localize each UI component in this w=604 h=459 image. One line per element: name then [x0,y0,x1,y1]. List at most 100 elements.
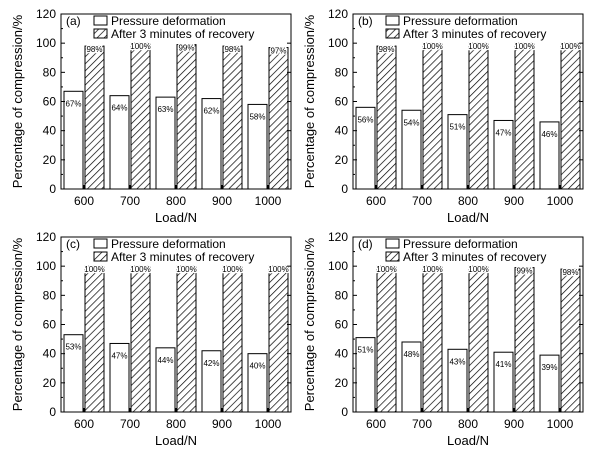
data-label: 51% [357,346,373,355]
plot-frame [352,236,584,413]
data-label: 100% [268,265,288,274]
legend-label-pressure: Pressure deformation [111,237,226,251]
bar-recovery [268,265,289,413]
x-tick-label: 700 [412,417,432,431]
legend-swatch-recovery [385,28,400,39]
data-label: 47% [111,351,127,360]
legend-label-recovery: After 3 minutes of recovery [111,250,254,264]
data-label: 56% [357,115,373,124]
chart-panel-2: 56%98%60054%100%70051%100%80047%100%9004… [302,7,584,225]
bar-recovery [468,42,489,190]
data-label: 67% [65,99,81,108]
y-tick-label: 20 [43,153,57,167]
x-tick-label: 600 [366,194,386,208]
x-tick-label: 800 [166,194,186,208]
data-label: 98% [86,45,102,54]
y-tick-label: 120 [328,7,348,21]
y-tick-label: 100 [36,259,56,273]
bar-recovery [222,265,243,413]
bar-recovery [560,42,581,190]
bar-recovery [84,45,105,190]
data-label: 53% [65,343,81,352]
data-label: 46% [541,130,557,139]
legend-label-pressure: Pressure deformation [111,14,226,28]
x-axis-label: Load/N [447,210,489,225]
y-tick-label: 20 [43,376,57,390]
x-tick-label: 800 [166,417,186,431]
bar-recovery [268,47,289,190]
data-label: 47% [495,128,511,137]
bar-recovery [514,267,535,413]
data-label: 100% [468,265,488,274]
data-label: 100% [222,265,242,274]
bar-recovery [422,42,443,190]
bar-recovery [468,265,489,413]
x-tick-label: 900 [504,194,524,208]
x-tick-label: 900 [212,194,232,208]
y-tick-label: 100 [328,259,348,273]
plot-frame [60,236,292,413]
y-tick-label: 80 [335,65,349,79]
panel-label: (c) [66,237,80,251]
x-tick-label: 600 [74,417,94,431]
y-axis-label: Percentage of compression/% [302,14,317,188]
x-axis-label: Load/N [155,210,197,225]
plot-frame [60,13,292,190]
data-label: 64% [111,104,127,113]
legend-label-pressure: Pressure deformation [403,237,518,251]
bar-recovery [560,268,581,413]
bar-recovery [176,265,197,413]
panel-label: (a) [66,14,81,28]
y-tick-label: 0 [49,182,56,196]
x-tick-label: 600 [366,417,386,431]
data-label: 40% [249,362,265,371]
y-tick-label: 40 [43,124,57,138]
chart-panel-4: 51%100%60048%100%70043%100%80041%99%9003… [302,230,584,448]
data-label: 98% [378,45,394,54]
data-label: 99% [516,267,532,276]
y-tick-label: 60 [43,95,57,109]
y-tick-label: 40 [335,347,349,361]
x-tick-label: 700 [120,417,140,431]
plot-frame [352,13,584,190]
x-tick-label: 1000 [547,417,574,431]
data-label: 98% [224,45,240,54]
data-label: 100% [376,265,396,274]
x-axis-label: Load/N [155,433,197,448]
legend-swatch-recovery [93,251,108,262]
x-tick-label: 900 [504,417,524,431]
bar-recovery [176,44,197,190]
bar-recovery [130,265,151,413]
bar-recovery [514,42,535,190]
y-axis-label: Percentage of compression/% [302,237,317,411]
x-tick-label: 600 [74,194,94,208]
x-tick-label: 800 [458,194,478,208]
y-tick-label: 120 [328,230,348,244]
x-axis-label: Load/N [447,433,489,448]
data-label: 100% [468,42,488,51]
y-tick-label: 20 [335,376,349,390]
data-label: 54% [403,118,419,127]
data-label: 62% [203,107,219,116]
y-tick-label: 60 [43,318,57,332]
y-tick-label: 80 [43,288,57,302]
data-label: 98% [562,268,578,277]
y-tick-label: 0 [341,182,348,196]
y-tick-label: 120 [36,230,56,244]
data-label: 58% [249,112,265,121]
data-label: 97% [270,47,286,56]
bar-recovery [376,265,397,413]
data-label: 48% [403,350,419,359]
chart-panel-1: 67%98%60064%100%70063%99%80062%98%90058%… [10,7,292,225]
legend-label-recovery: After 3 minutes of recovery [111,27,254,41]
y-tick-label: 0 [341,405,348,419]
x-tick-label: 1000 [547,194,574,208]
x-tick-label: 1000 [255,417,282,431]
legend-swatch-recovery [93,28,108,39]
y-axis-label: Percentage of compression/% [10,14,25,188]
data-label: 100% [176,265,196,274]
legend-label-recovery: After 3 minutes of recovery [403,250,546,264]
data-label: 100% [130,265,150,274]
data-label: 100% [84,265,104,274]
